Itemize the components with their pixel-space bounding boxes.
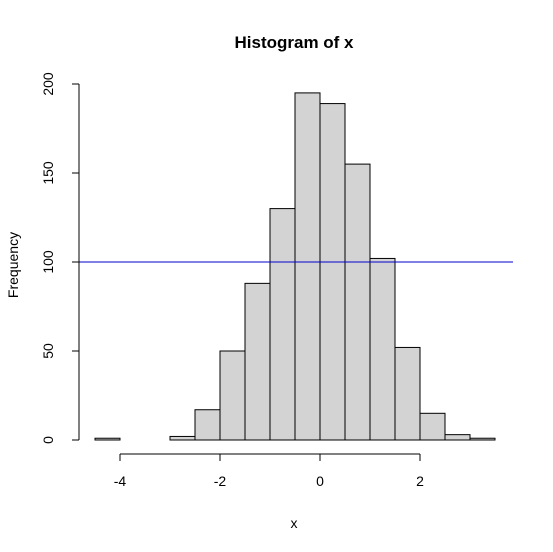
histogram-bar <box>469 437 496 441</box>
x-axis-label: x <box>291 515 298 531</box>
histogram-bar <box>194 409 221 441</box>
histogram-bar <box>419 412 446 441</box>
y-axis-label: Frequency <box>5 232 21 298</box>
histogram-bar <box>269 208 296 441</box>
y-tick-label: 50 <box>40 343 56 359</box>
x-tick-label: -4 <box>114 473 127 489</box>
histogram-bar <box>219 350 246 441</box>
histogram-bar <box>294 92 321 441</box>
x-tick-label: -2 <box>214 473 227 489</box>
histogram-bar <box>94 437 121 441</box>
bars-group <box>94 92 496 441</box>
chart-title: Histogram of x <box>234 33 354 52</box>
histogram-bar <box>244 282 271 441</box>
y-tick-label: 150 <box>40 161 56 185</box>
histogram-bar <box>169 435 196 441</box>
y-tick-label: 0 <box>40 436 56 444</box>
y-tick-label: 200 <box>40 72 56 96</box>
histogram-bar <box>319 103 346 441</box>
x-axis: -4 -2 0 2 <box>114 453 424 489</box>
histogram-bar <box>444 434 471 441</box>
histogram-bar <box>394 346 421 441</box>
y-tick-label: 100 <box>40 250 56 274</box>
histogram-bar <box>344 163 371 441</box>
y-axis: 0 50 100 150 200 <box>40 72 80 444</box>
histogram-bar <box>369 257 396 441</box>
x-tick-label: 2 <box>416 473 424 489</box>
x-tick-label: 0 <box>316 473 324 489</box>
